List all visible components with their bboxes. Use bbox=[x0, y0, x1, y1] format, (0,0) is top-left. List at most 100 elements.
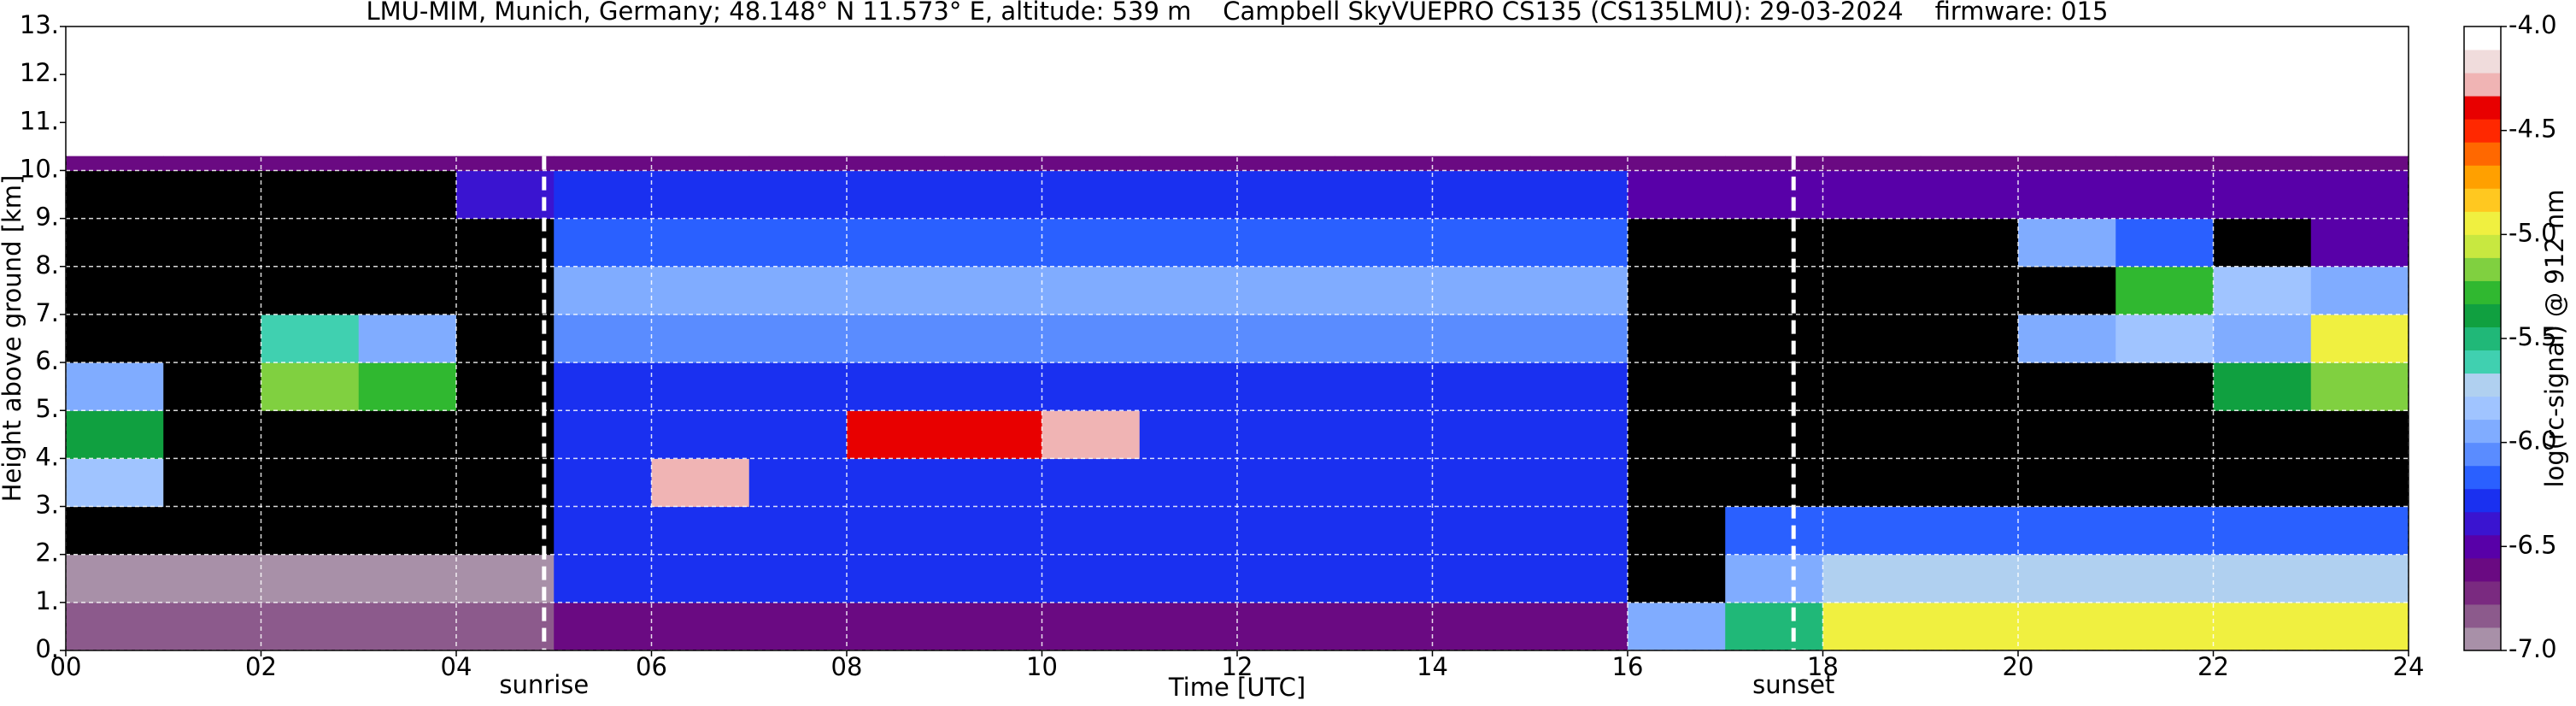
heatmap-cell bbox=[554, 506, 652, 556]
heatmap-cell bbox=[358, 506, 457, 556]
heatmap-cell bbox=[1529, 602, 1628, 651]
heatmap-cell bbox=[2310, 218, 2409, 268]
colorbar-swatch bbox=[2464, 396, 2501, 421]
x-tick-label: 14 bbox=[1417, 652, 1448, 681]
heatmap-cell bbox=[944, 156, 1042, 171]
heatmap-cell bbox=[2018, 458, 2116, 508]
heatmap-cell bbox=[2018, 602, 2116, 651]
colorbar-swatch bbox=[2464, 50, 2501, 74]
heatmap-cell bbox=[847, 314, 945, 363]
heatmap-cell bbox=[2310, 362, 2409, 411]
heatmap-cell bbox=[1529, 506, 1628, 556]
colorbar-swatch bbox=[2464, 488, 2501, 513]
heatmap-cell bbox=[1725, 266, 1823, 315]
heatmap-cell bbox=[358, 410, 457, 459]
heatmap-cell bbox=[651, 602, 750, 651]
heatmap-cell bbox=[261, 410, 360, 459]
heatmap-cell bbox=[1432, 602, 1531, 651]
heatmap-cell bbox=[1042, 602, 1141, 651]
heatmap-cell bbox=[1628, 362, 1726, 411]
heatmap-cell bbox=[1432, 314, 1531, 363]
heatmap-cell bbox=[1822, 602, 1922, 651]
heatmap-cell bbox=[1335, 156, 1433, 171]
colorbar-swatch bbox=[2464, 26, 2501, 50]
heatmap-cell bbox=[748, 218, 848, 268]
heatmap-cell bbox=[1432, 458, 1531, 508]
heatmap-cell bbox=[66, 602, 164, 651]
heatmap-cell bbox=[1335, 362, 1433, 411]
colorbar-swatch bbox=[2464, 327, 2501, 351]
heatmap-cell bbox=[1237, 156, 1335, 171]
heatmap-cell bbox=[748, 602, 848, 651]
heatmap-cell bbox=[651, 362, 750, 411]
heatmap-cell bbox=[1725, 602, 1823, 651]
heatmap-cell bbox=[1628, 410, 1726, 459]
heatmap-cell bbox=[358, 156, 457, 171]
heatmap-cell bbox=[1335, 266, 1433, 315]
heatmap-cell bbox=[163, 458, 261, 508]
x-tick-label: 08 bbox=[831, 652, 863, 681]
heatmap-cell bbox=[1237, 362, 1335, 411]
heatmap-cell bbox=[651, 156, 750, 171]
heatmap-cell bbox=[1725, 458, 1823, 508]
heatmap-cell bbox=[1725, 218, 1823, 268]
heatmap-cell bbox=[1529, 362, 1628, 411]
heatmap-cell bbox=[748, 266, 848, 315]
heatmap-cell bbox=[1822, 362, 1922, 411]
colorbar-tick-label: -5.0 bbox=[2509, 218, 2557, 247]
colorbar-tick-label: -4.0 bbox=[2509, 10, 2557, 39]
colorbar-swatch bbox=[2464, 211, 2501, 235]
heatmap-cell bbox=[2018, 554, 2116, 603]
heatmap-cell bbox=[2213, 156, 2312, 171]
heatmap-cell bbox=[1139, 410, 1238, 459]
heatmap-cell bbox=[261, 170, 360, 220]
heatmap-cell bbox=[163, 266, 261, 315]
heatmap-cell bbox=[2310, 266, 2409, 315]
heatmap-cell bbox=[651, 458, 750, 508]
heatmap-cell bbox=[2213, 554, 2312, 603]
heatmap-cell bbox=[358, 602, 457, 651]
heatmap-cell bbox=[2213, 458, 2312, 508]
x-tick-label: 06 bbox=[636, 652, 667, 681]
heatmap-cell bbox=[1529, 554, 1628, 603]
heatmap-cell bbox=[1628, 554, 1726, 603]
heatmap-cell bbox=[1822, 218, 1922, 268]
heatmap-cell bbox=[66, 410, 164, 459]
heatmap-cell bbox=[456, 170, 555, 220]
heatmap-cell bbox=[651, 410, 750, 459]
heatmap-cell bbox=[1432, 362, 1531, 411]
heatmap-cell bbox=[1822, 266, 1922, 315]
heatmap-cell bbox=[1822, 506, 1922, 556]
heatmap-cell bbox=[2115, 458, 2214, 508]
heatmap-cell bbox=[554, 554, 652, 603]
heatmap-cell bbox=[261, 458, 360, 508]
heatmap-cell bbox=[1432, 506, 1531, 556]
heatmap-cell bbox=[2213, 314, 2312, 363]
heatmap-cell bbox=[2115, 602, 2214, 651]
heatmap-cell bbox=[748, 156, 848, 171]
heatmap-cell bbox=[2115, 156, 2214, 171]
heatmap-cell bbox=[1822, 170, 1922, 220]
heatmap-cell bbox=[2018, 170, 2116, 220]
colorbar-swatch bbox=[2464, 73, 2501, 97]
heatmap-cell bbox=[66, 506, 164, 556]
heatmap-cell bbox=[944, 170, 1042, 220]
heatmap-cell bbox=[261, 218, 360, 268]
heatmap-cell bbox=[1628, 156, 1726, 171]
heatmap-cell bbox=[163, 218, 261, 268]
x-tick-label: 20 bbox=[2003, 652, 2034, 681]
heatmap-cell bbox=[1139, 362, 1238, 411]
heatmap-cell bbox=[1529, 170, 1628, 220]
heatmap-cell bbox=[2018, 266, 2116, 315]
heatmap-cell bbox=[1335, 410, 1433, 459]
heatmap-cell bbox=[1237, 458, 1335, 508]
heatmap-cell bbox=[2310, 170, 2409, 220]
heatmap-cell bbox=[2213, 170, 2312, 220]
colorbar-tick-label: -6.5 bbox=[2509, 530, 2557, 559]
heatmap-cell bbox=[1042, 410, 1141, 459]
heatmap-cell bbox=[261, 266, 360, 315]
heatmap-cell bbox=[1335, 602, 1433, 651]
heatmap-cell bbox=[748, 506, 848, 556]
heatmap-cell bbox=[1628, 458, 1726, 508]
x-tick-label: 00 bbox=[50, 652, 82, 681]
